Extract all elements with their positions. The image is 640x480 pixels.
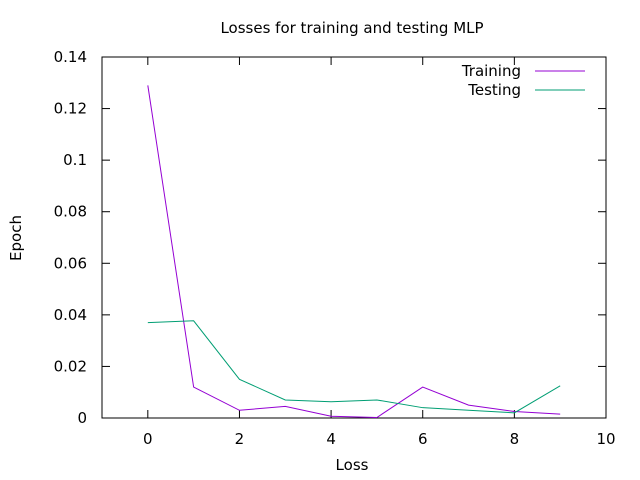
chart-title: Losses for training and testing MLP — [220, 19, 483, 37]
y-tick-label: 0.04 — [54, 306, 87, 324]
x-tick-label: 8 — [510, 430, 520, 448]
plot-area — [101, 56, 607, 419]
y-tick-label: 0.1 — [63, 151, 87, 169]
y-tick-label: 0.08 — [54, 203, 87, 221]
x-tick-label: 0 — [143, 430, 153, 448]
x-axis: 0 2 4 6 8 10 — [143, 57, 616, 448]
series-line-training — [147, 85, 561, 418]
x-tick-label: 4 — [326, 430, 336, 448]
x-tick-label: 6 — [418, 430, 428, 448]
y-tick-label: 0 — [77, 409, 87, 427]
y-tick-label: 0.02 — [54, 357, 87, 375]
y-tick-label: 0.06 — [54, 254, 87, 272]
series-line-testing — [147, 320, 561, 414]
x-axis-label: Loss — [336, 456, 369, 474]
series-lines — [147, 85, 561, 418]
y-axis-label: Epoch — [7, 215, 25, 261]
y-axis: 0 0.02 0.04 0.06 0.08 0.1 0.12 0.14 — [54, 48, 606, 427]
legend-label: Training — [461, 62, 521, 80]
x-tick-label: 10 — [596, 430, 615, 448]
plot-frame — [101, 56, 607, 419]
y-tick-label: 0.14 — [54, 48, 87, 66]
legend-label: Testing — [467, 81, 521, 99]
y-tick-label: 0.12 — [54, 100, 87, 118]
x-tick-label: 2 — [235, 430, 245, 448]
